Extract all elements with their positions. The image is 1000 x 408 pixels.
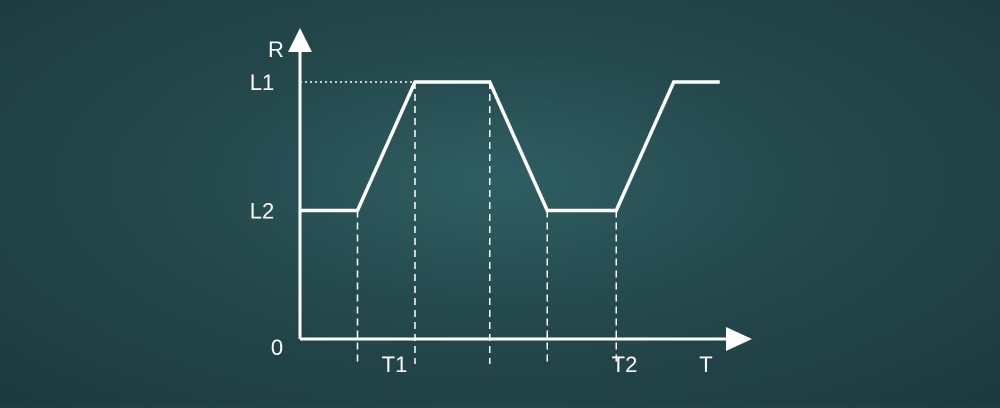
- x-axis-label: T: [699, 352, 712, 377]
- x-tick-label: T1: [382, 352, 408, 377]
- y-tick-label: L1: [250, 70, 274, 95]
- guide-lines: [300, 82, 616, 364]
- series-line: [300, 82, 720, 211]
- origin-label: 0: [271, 335, 283, 360]
- tick-labels: L1 L2 T1 T2: [250, 70, 638, 377]
- series-group: [300, 82, 720, 211]
- y-axis-label: R: [268, 37, 284, 62]
- x-axis-arrow-icon: [726, 327, 752, 351]
- y-tick-label: L2: [250, 199, 274, 224]
- y-axis-arrow-icon: [288, 28, 312, 52]
- x-tick-label: T2: [612, 352, 638, 377]
